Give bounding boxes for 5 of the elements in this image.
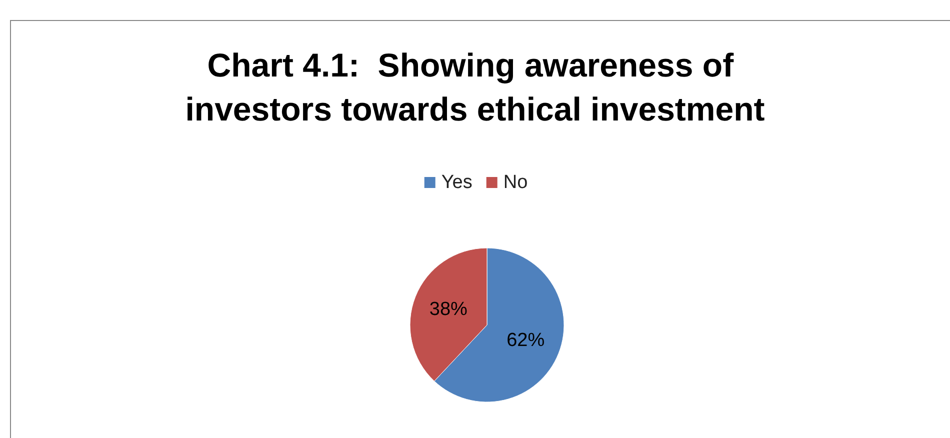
- chart-title: Chart 4.1: Showing awareness of investors towards ethical investment: [185, 46, 765, 128]
- data-label: 62%: [506, 330, 545, 351]
- legend-label: No: [503, 172, 528, 193]
- legend-label: Yes: [441, 172, 472, 193]
- data-label: 38%: [429, 299, 468, 320]
